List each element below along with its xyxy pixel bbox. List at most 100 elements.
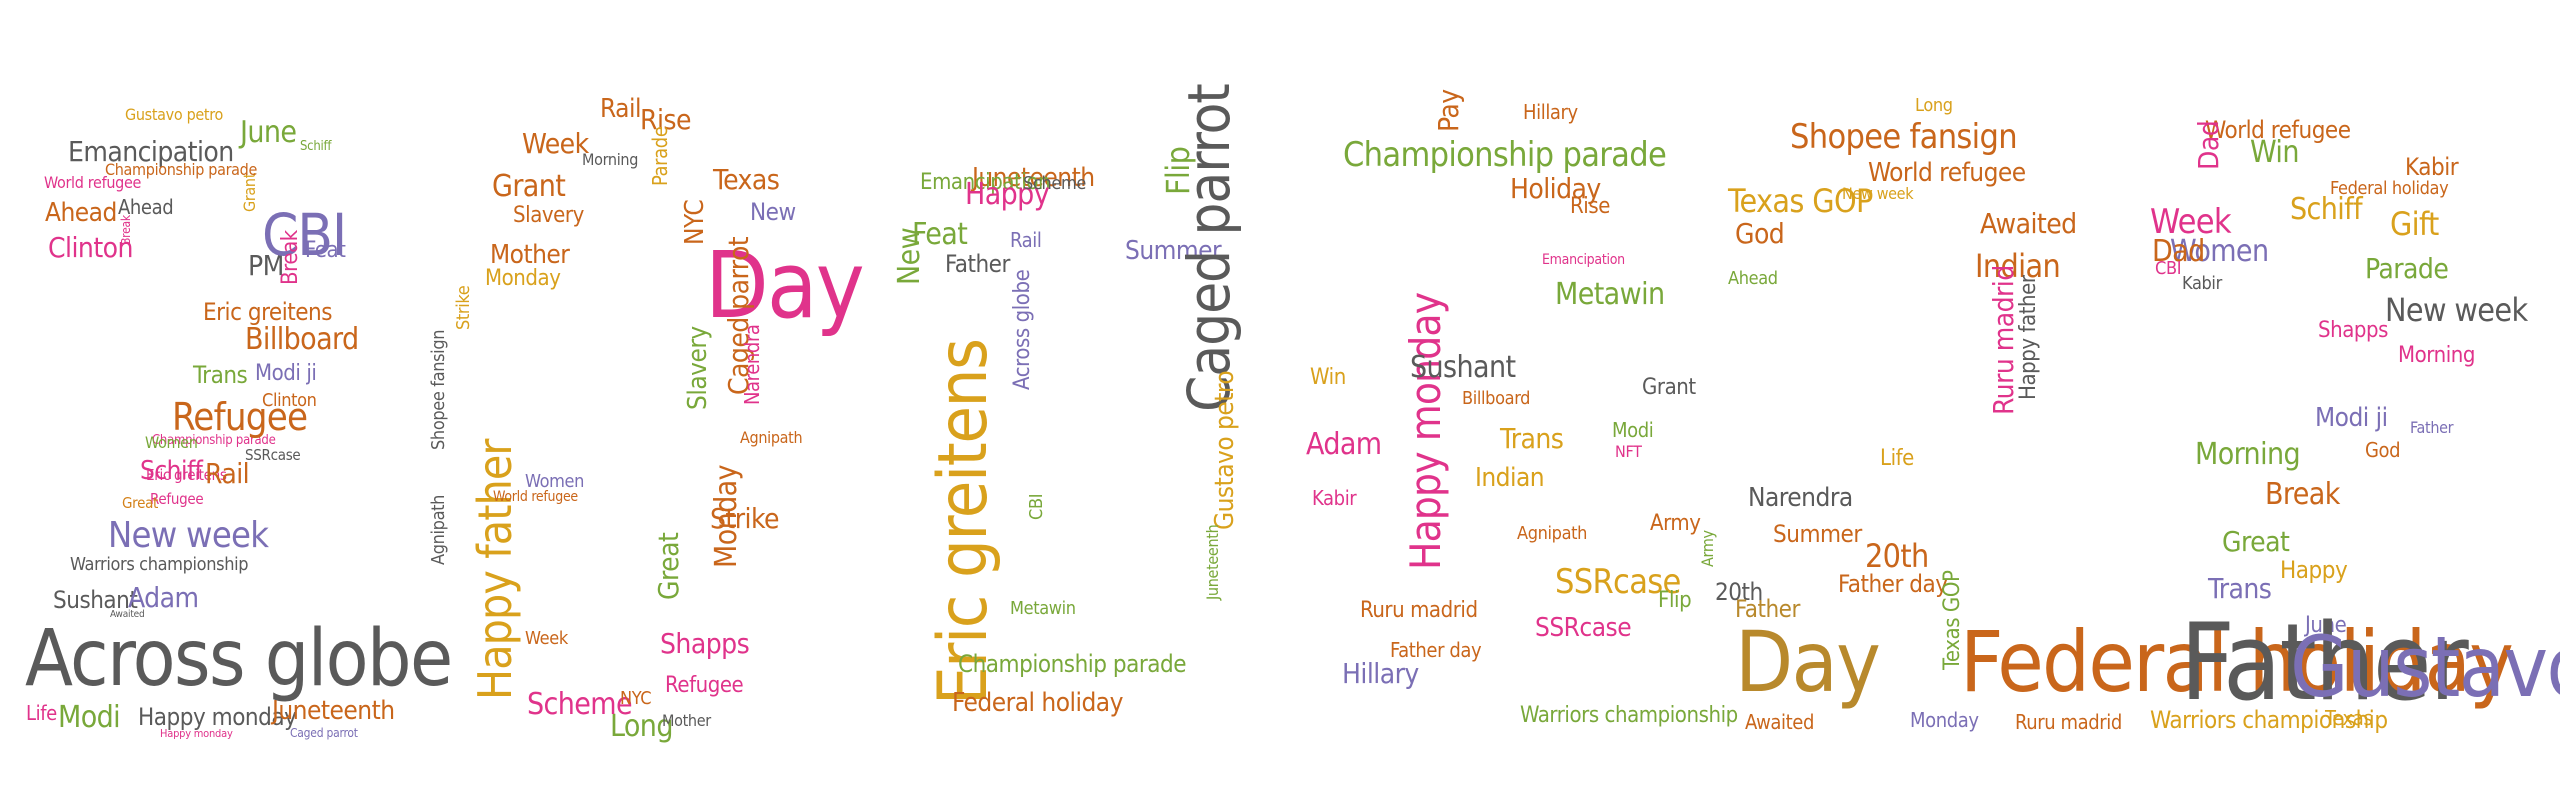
word-cloud-word: Week xyxy=(2150,202,2232,242)
word-cloud-word: Championship parade xyxy=(958,650,1187,678)
word-cloud-word: Life xyxy=(1880,446,1914,471)
word-cloud-word: Army xyxy=(1698,530,1717,567)
word-cloud-word: Gift xyxy=(2390,205,2439,243)
word-cloud-word: Rise xyxy=(640,103,691,136)
word-cloud-word: World refugee xyxy=(44,173,142,192)
word-cloud-word: June xyxy=(2305,613,2347,638)
word-cloud-word: New xyxy=(750,198,796,226)
word-cloud-word: Adam xyxy=(1306,427,1382,462)
word-cloud-word: God xyxy=(2365,438,2401,462)
word-cloud-word: Texas xyxy=(713,163,780,196)
word-cloud-word: Schiff xyxy=(300,139,332,154)
word-cloud-word: Metawin xyxy=(1555,277,1665,312)
word-cloud-word: Shopee fansign xyxy=(428,329,449,450)
word-cloud-word: Scheme xyxy=(527,687,633,722)
word-cloud-word: Monday xyxy=(485,266,561,291)
word-cloud-word: Texas GOP xyxy=(1728,182,1873,220)
word-cloud-word: Championship parade xyxy=(152,433,276,448)
word-cloud-word: SSRcase xyxy=(1555,562,1681,602)
word-cloud-word: Billboard xyxy=(1462,388,1531,409)
word-cloud-word: Narendra xyxy=(1748,483,1853,513)
word-cloud-word: Grant xyxy=(492,169,566,204)
word-cloud-word: Hillary xyxy=(1342,657,1419,690)
word-cloud-word: Clinton xyxy=(262,390,317,411)
word-cloud-word: CBI xyxy=(262,201,347,269)
word-cloud-word: Week xyxy=(525,628,568,649)
word-cloud-word: Grant xyxy=(1642,375,1696,400)
word-cloud-word: Across globe xyxy=(25,614,453,704)
word-cloud-word: Modi xyxy=(58,700,121,735)
word-cloud-word: Women xyxy=(145,433,198,452)
word-cloud-word: Morning xyxy=(582,150,639,169)
word-cloud-word: Summer xyxy=(1125,236,1222,266)
word-cloud-word: Rail xyxy=(205,457,250,490)
word-cloud-word: Trans xyxy=(193,361,248,389)
word-cloud-word: Agnipath xyxy=(740,428,803,447)
word-cloud-word: Holiday xyxy=(1510,172,1601,205)
word-cloud-word: Army xyxy=(1650,511,1701,536)
word-cloud-word: Ruru madrid xyxy=(1360,598,1478,623)
word-cloud-word: God xyxy=(1735,217,1785,250)
word-cloud-word: Great xyxy=(122,494,159,512)
word-cloud-word: Warriors championship xyxy=(70,554,249,575)
word-cloud-word: Shapps xyxy=(660,627,750,660)
word-cloud-word: Gustavo petro xyxy=(2290,618,2560,716)
word-cloud-word: Indian xyxy=(1475,463,1545,493)
word-cloud-word: Long xyxy=(610,709,673,744)
word-cloud-word: Adam xyxy=(128,581,199,614)
word-cloud-word: Awaited xyxy=(1745,710,1814,734)
word-cloud-word: New week xyxy=(1842,184,1914,203)
word-cloud-word: Break xyxy=(278,230,303,285)
word-cloud-word: Scheme xyxy=(1023,173,1087,194)
word-cloud-word: Kabir xyxy=(1312,486,1357,510)
word-cloud-word: Happy xyxy=(2280,556,2348,584)
word-cloud-word: Modi ji xyxy=(2315,403,2388,433)
word-cloud-word: Billboard xyxy=(245,322,359,357)
word-cloud-word: 20th xyxy=(1865,537,1929,575)
word-cloud-word: Mother xyxy=(662,711,711,730)
word-cloud-word: Father xyxy=(945,250,1010,278)
word-cloud-word: New week xyxy=(108,515,269,556)
word-cloud-word: Rise xyxy=(1570,194,1610,219)
word-cloud-word: Monday xyxy=(1910,708,1979,732)
word-cloud-word: Day xyxy=(705,232,865,339)
word-cloud-word: Father xyxy=(1735,595,1800,623)
word-cloud-word: SSRcase xyxy=(245,446,301,464)
word-cloud-word: Happy father xyxy=(468,439,522,700)
word-cloud-word: Parade xyxy=(648,126,672,187)
word-cloud-word: Modi xyxy=(1612,418,1654,442)
word-cloud-word: Win xyxy=(1310,365,1346,390)
word-cloud-word: Father day xyxy=(1390,638,1482,662)
word-cloud-word: Pay xyxy=(1432,89,1465,132)
word-cloud-word: Win xyxy=(2250,135,2299,170)
word-cloud-word: Ahead xyxy=(45,198,117,228)
word-cloud-word: SSRcase xyxy=(1535,613,1632,643)
word-cloud-word: Trans xyxy=(2208,572,2272,605)
word-cloud-word: Refugee xyxy=(150,490,204,508)
word-cloud-word: Warriors championship xyxy=(1520,703,1738,728)
word-cloud-word: Eric greitens xyxy=(146,466,227,484)
word-cloud-word: Day xyxy=(1735,613,1881,711)
word-cloud-word: Hillary xyxy=(1523,100,1578,124)
word-cloud-word: Federal holiday xyxy=(1960,613,2514,711)
word-cloud-word: Texas xyxy=(2325,706,2373,730)
word-cloud-word: Gustavo petro xyxy=(1210,370,1240,530)
word-cloud-word: Gustavo petro xyxy=(125,105,223,124)
word-cloud-word: Happy monday xyxy=(138,703,297,731)
word-cloud-word: Break xyxy=(119,215,133,245)
word-cloud-word: Ahead xyxy=(1728,268,1778,289)
word-cloud-word: World refugee xyxy=(493,489,578,505)
word-cloud-word: Warriors championship xyxy=(2150,706,2388,734)
word-cloud-word: Juneteenth xyxy=(972,163,1095,193)
word-cloud-word: Emancipation xyxy=(1542,252,1625,268)
word-cloud-word: Women xyxy=(525,471,585,492)
word-cloud-word: Dad xyxy=(2152,234,2205,269)
word-cloud-word: NFT xyxy=(1615,442,1642,461)
word-cloud-word: NYC xyxy=(620,688,652,709)
word-cloud-word: Great xyxy=(652,532,685,600)
word-cloud-word: Happy monday xyxy=(1401,292,1450,570)
word-cloud-word: Great xyxy=(2222,525,2290,558)
word-cloud-word: Summer xyxy=(1773,520,1862,548)
word-cloud-word: Agnipath xyxy=(428,494,449,565)
word-cloud-word: Father xyxy=(2180,601,2469,724)
